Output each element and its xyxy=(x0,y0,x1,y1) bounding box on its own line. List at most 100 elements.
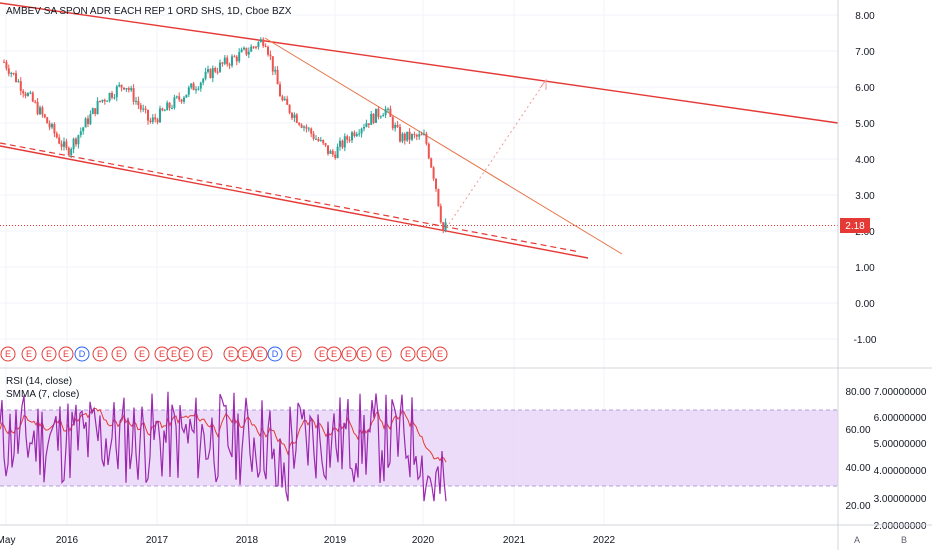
last-price-tag xyxy=(840,218,870,233)
auto-scale-button[interactable]: A xyxy=(853,535,860,545)
candle-body xyxy=(437,188,440,207)
rsi-pane: 80.00 60.00 40.00 20.00 7.00000000 6.00000000… xyxy=(0,387,927,532)
candle-body xyxy=(379,116,382,118)
candle-body xyxy=(430,158,433,168)
earnings-marker xyxy=(41,346,57,362)
marker-letter: E xyxy=(26,349,32,359)
candle-body xyxy=(175,96,178,98)
candle-body xyxy=(420,134,423,136)
candle-body xyxy=(360,128,363,134)
candle-body xyxy=(329,150,332,154)
candle-body xyxy=(415,134,418,137)
candle-body xyxy=(401,133,404,142)
x-axis-tick-label: 2020 xyxy=(412,535,435,546)
candle-body xyxy=(43,114,46,118)
candle-body xyxy=(223,57,226,64)
marker-letter: E xyxy=(228,349,234,359)
candle-body xyxy=(307,128,310,130)
candle-body xyxy=(418,134,421,137)
candle-body xyxy=(89,114,92,125)
dividend-marker xyxy=(74,346,90,362)
candle-body xyxy=(94,108,97,115)
candle-body xyxy=(77,135,80,145)
candle-body xyxy=(139,105,142,110)
candle-body xyxy=(238,52,241,62)
candle-body xyxy=(372,113,375,123)
candle-body xyxy=(199,82,202,89)
candle-body xyxy=(159,108,161,123)
candle-body xyxy=(235,56,238,62)
marker-letter: E xyxy=(242,349,248,359)
candle-body xyxy=(228,64,231,66)
candle-body xyxy=(319,139,322,141)
candle-body xyxy=(70,148,73,156)
candle-body xyxy=(12,73,15,75)
candle-body xyxy=(48,123,51,128)
candle-body xyxy=(399,126,401,142)
candle-body xyxy=(444,222,447,231)
candle-body xyxy=(144,108,147,110)
candle-body xyxy=(58,137,61,144)
candle-body xyxy=(79,131,82,136)
earnings-marker xyxy=(416,346,432,362)
candle-body xyxy=(96,100,99,115)
candle-body xyxy=(87,118,89,125)
candle-body xyxy=(67,147,70,156)
marker-letter: E xyxy=(291,349,297,359)
price-axis-tick-label: 4.00 xyxy=(855,155,875,166)
upper-channel-line xyxy=(0,2,839,124)
rsi-legend-label: RSI (14, close) xyxy=(6,376,73,387)
candle-body xyxy=(264,45,267,47)
earnings-marker xyxy=(58,346,74,362)
candle-body xyxy=(411,134,413,140)
marker-letter: E xyxy=(421,349,427,359)
drawing-tools xyxy=(0,2,839,259)
candle-body xyxy=(351,132,353,141)
marker-letter: E xyxy=(257,349,263,359)
smma-axis-tick-label: 5.00000000 xyxy=(874,439,927,450)
candle-body xyxy=(300,124,303,128)
candle-body xyxy=(276,69,279,85)
candle-body xyxy=(207,69,209,72)
candle-body xyxy=(216,71,219,73)
candle-body xyxy=(171,107,173,109)
candle-body xyxy=(245,47,248,55)
candle-body xyxy=(363,126,365,129)
candle-body xyxy=(41,107,44,115)
projection-arrowhead xyxy=(539,78,547,90)
candle-body xyxy=(125,88,128,90)
falling-trendline xyxy=(264,37,623,255)
smma-axis-tick-label: 3.00000000 xyxy=(874,494,927,505)
candle-body xyxy=(394,124,397,129)
candle-body xyxy=(288,104,291,113)
candle-body xyxy=(183,97,185,102)
candle-body xyxy=(123,87,125,90)
price-axis-tick-label: 8.00 xyxy=(855,11,875,22)
candle-body xyxy=(269,54,272,57)
x-axis-tick-label: May xyxy=(0,535,15,546)
candle-body xyxy=(180,99,183,102)
candle-body xyxy=(111,92,113,98)
x-axis-tick-label: 2017 xyxy=(146,535,169,546)
candle-body xyxy=(31,92,34,102)
candle-body xyxy=(46,117,49,124)
candle-body xyxy=(247,51,250,55)
log-scale-button[interactable]: B xyxy=(900,535,907,545)
candle-body xyxy=(365,123,368,127)
candle-body xyxy=(331,150,334,155)
candle-body xyxy=(53,124,56,134)
marker-letter: E xyxy=(116,349,122,359)
candle-body xyxy=(113,97,116,99)
candle-body xyxy=(343,136,346,148)
price-axis-tick-label: 6.00 xyxy=(855,83,875,94)
candle-body xyxy=(36,102,39,115)
marker-letter: E xyxy=(381,349,387,359)
marker-letter: E xyxy=(319,349,325,359)
candle-body xyxy=(341,140,344,148)
price-axis-tick-label: 3.00 xyxy=(855,191,875,202)
marker-letter: E xyxy=(183,349,189,359)
smma-legend-label: SMMA (7, close) xyxy=(6,389,80,400)
